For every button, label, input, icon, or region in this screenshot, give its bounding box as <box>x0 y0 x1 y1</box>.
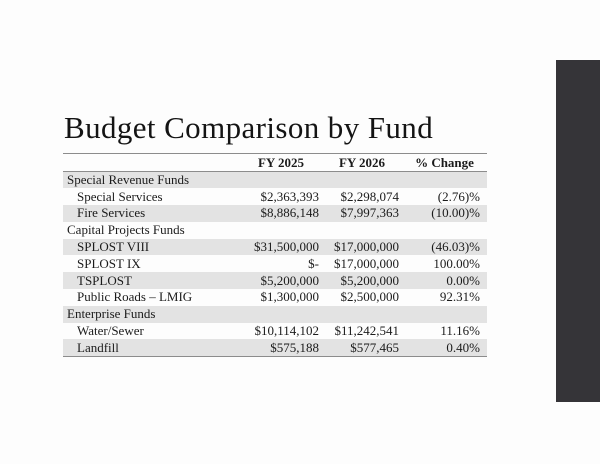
fund-label: SPLOST IX <box>77 255 141 271</box>
fund-row: TSPLOST $5,200,000 $5,200,000 0.00% <box>63 272 487 290</box>
fund-label: Public Roads – LMIG <box>77 289 193 305</box>
fund-row: Water/Sewer $10,114,102 $11,242,541 11.16% <box>63 323 487 340</box>
fy2025-value <box>240 306 322 323</box>
fund-label: Landfill <box>77 339 119 355</box>
change-value: (2.76)% <box>437 188 480 204</box>
change-value <box>402 172 487 189</box>
column-header-fy2026: FY 2026 <box>322 153 402 172</box>
change-value: 0.40% <box>446 339 480 355</box>
fy2026-value: $7,997,363 <box>340 205 400 221</box>
accent-bar <box>556 60 600 402</box>
column-header-fy2025: FY 2025 <box>240 153 322 172</box>
fy2025-value <box>240 222 322 239</box>
fund-label: SPLOST VIII <box>77 239 150 255</box>
fy2025-value: $8,886,148 <box>260 205 320 221</box>
fy2025-value <box>240 172 322 189</box>
fy2026-value: $577,465 <box>350 339 399 355</box>
fund-row: Public Roads – LMIG $1,300,000 $2,500,000 9… <box>63 289 487 306</box>
fund-row: Landfill $575,188 $577,465 0.40% <box>63 339 487 357</box>
change-value: 92.31% <box>439 289 480 305</box>
change-value: (10.00)% <box>431 205 480 221</box>
fy2026-value: $17,000,000 <box>334 255 399 271</box>
column-header-change: % Change <box>402 153 487 172</box>
fund-row: SPLOST VIII $31,500,000 $17,000,000 (46.03)… <box>63 238 487 256</box>
fy2026-value <box>322 306 402 323</box>
fy2025-value: $1,300,000 <box>260 289 320 305</box>
fy2026-value: $2,500,000 <box>340 289 400 305</box>
fund-label: Enterprise Funds <box>67 306 156 322</box>
section-row: Enterprise Funds <box>63 305 487 323</box>
fund-label: Capital Projects Funds <box>67 222 185 238</box>
budget-table-body: Special Revenue Funds Special Services $2,… <box>63 171 487 357</box>
fy2025-value: $- <box>308 255 319 271</box>
change-value: 0.00% <box>446 272 480 288</box>
fy2026-value: $11,242,541 <box>334 323 399 339</box>
fund-row: Special Services $2,363,393 $2,298,074 (2.7… <box>63 188 487 205</box>
section-row: Special Revenue Funds <box>63 171 487 189</box>
change-value: 100.00% <box>433 255 480 271</box>
change-value: 11.16% <box>440 323 480 339</box>
change-value: (46.03)% <box>431 239 480 255</box>
fund-label: Special Services <box>77 188 163 204</box>
section-row: Capital Projects Funds <box>63 222 487 239</box>
table-header-row: FY 2025 FY 2026 % Change <box>63 153 487 172</box>
fund-label: TSPLOST <box>77 272 132 288</box>
fy2026-value <box>322 222 402 239</box>
fund-label: Fire Services <box>77 205 146 221</box>
fy2025-value: $10,114,102 <box>254 323 319 339</box>
slide-title: Budget Comparison by Fund <box>64 110 434 145</box>
fy2025-value: $5,200,000 <box>260 272 320 288</box>
fy2026-value: $2,298,074 <box>340 188 400 204</box>
fy2025-value: $31,500,000 <box>254 239 319 255</box>
fund-row: Fire Services $8,886,148 $7,997,363 (10.00)… <box>63 205 487 222</box>
fund-label: Water/Sewer <box>77 323 144 339</box>
fy2025-value: $575,188 <box>270 339 319 355</box>
fund-row: SPLOST IX $- $17,000,000 100.00% <box>63 255 487 272</box>
fy2026-value <box>322 172 402 189</box>
change-value <box>402 306 487 323</box>
fy2026-value: $5,200,000 <box>340 272 400 288</box>
fy2026-value: $17,000,000 <box>334 239 399 255</box>
fund-label: Special Revenue Funds <box>67 172 190 188</box>
column-header-fund <box>63 153 240 172</box>
fy2025-value: $2,363,393 <box>260 188 320 204</box>
budget-comparison-table: FY 2025 FY 2026 % Change Special Revenue… <box>63 153 487 357</box>
change-value <box>402 222 487 239</box>
